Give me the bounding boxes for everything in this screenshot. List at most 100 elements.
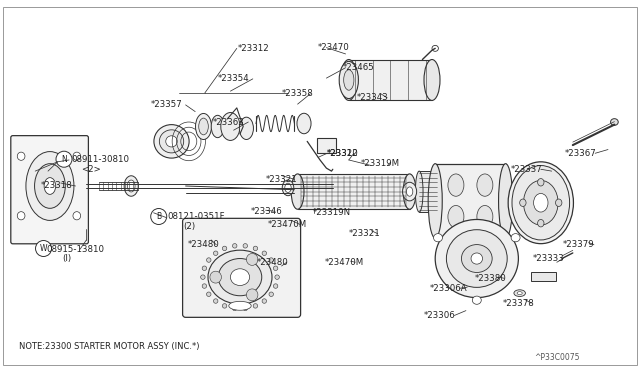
Ellipse shape	[520, 199, 526, 206]
Ellipse shape	[448, 174, 464, 196]
Ellipse shape	[273, 284, 278, 288]
Text: 08911-30810: 08911-30810	[72, 155, 130, 164]
Text: *23363: *23363	[212, 118, 244, 126]
Ellipse shape	[246, 289, 258, 301]
Text: *23321: *23321	[349, 229, 381, 238]
Ellipse shape	[403, 182, 417, 201]
Circle shape	[36, 240, 52, 257]
Ellipse shape	[269, 292, 273, 296]
Text: *23310: *23310	[326, 149, 358, 158]
Text: *23379: *23379	[563, 240, 595, 249]
Ellipse shape	[199, 118, 209, 135]
Ellipse shape	[166, 136, 177, 147]
Ellipse shape	[340, 60, 357, 100]
Ellipse shape	[403, 174, 416, 209]
Ellipse shape	[611, 119, 618, 125]
Ellipse shape	[44, 177, 56, 195]
Ellipse shape	[196, 113, 212, 140]
Ellipse shape	[534, 193, 548, 212]
Text: N: N	[61, 155, 67, 164]
Ellipse shape	[517, 292, 522, 295]
Text: *23306: *23306	[424, 311, 456, 320]
Text: *23337: *23337	[511, 165, 543, 174]
Ellipse shape	[201, 275, 205, 279]
Ellipse shape	[282, 180, 294, 196]
Text: 08915-13810: 08915-13810	[46, 245, 104, 254]
Ellipse shape	[35, 164, 65, 208]
Ellipse shape	[433, 234, 442, 242]
FancyBboxPatch shape	[182, 218, 301, 317]
Ellipse shape	[435, 219, 518, 298]
Ellipse shape	[222, 246, 227, 251]
Bar	[419, 171, 437, 212]
Text: (2): (2)	[183, 222, 195, 231]
Ellipse shape	[511, 234, 520, 242]
Ellipse shape	[243, 306, 248, 311]
Ellipse shape	[524, 180, 558, 225]
Text: *23378: *23378	[502, 299, 534, 308]
Ellipse shape	[538, 219, 544, 227]
Text: *23312: *23312	[238, 44, 270, 53]
Ellipse shape	[339, 61, 358, 99]
Text: (I): (I)	[63, 254, 72, 263]
Circle shape	[151, 208, 167, 225]
Ellipse shape	[246, 253, 258, 265]
Text: <2>: <2>	[81, 165, 101, 174]
Ellipse shape	[433, 171, 441, 212]
Ellipse shape	[262, 299, 266, 303]
Ellipse shape	[239, 117, 253, 140]
Ellipse shape	[253, 246, 258, 251]
Ellipse shape	[73, 152, 81, 160]
Ellipse shape	[222, 304, 227, 308]
Text: *23318: *23318	[40, 181, 72, 190]
Text: *23470M: *23470M	[268, 220, 307, 229]
Ellipse shape	[538, 179, 544, 186]
Ellipse shape	[207, 292, 211, 296]
Ellipse shape	[424, 60, 440, 100]
Ellipse shape	[207, 258, 211, 262]
Ellipse shape	[472, 296, 481, 304]
Ellipse shape	[508, 162, 573, 244]
Ellipse shape	[514, 290, 525, 296]
Ellipse shape	[415, 171, 423, 212]
Ellipse shape	[446, 230, 507, 287]
Text: *23367: *23367	[564, 149, 596, 158]
Ellipse shape	[214, 299, 218, 303]
Ellipse shape	[127, 180, 135, 192]
Ellipse shape	[477, 205, 493, 228]
Ellipse shape	[285, 183, 291, 193]
Ellipse shape	[471, 253, 483, 264]
Text: 08121-0351F: 08121-0351F	[168, 212, 225, 221]
Text: *23321: *23321	[266, 175, 298, 184]
Ellipse shape	[202, 266, 207, 270]
Ellipse shape	[232, 306, 237, 311]
FancyBboxPatch shape	[11, 136, 88, 244]
Text: *23319M: *23319M	[360, 159, 399, 168]
Ellipse shape	[275, 275, 279, 279]
Ellipse shape	[477, 174, 493, 196]
Ellipse shape	[73, 212, 81, 220]
Text: B: B	[156, 212, 161, 221]
Ellipse shape	[17, 212, 25, 220]
Ellipse shape	[556, 199, 562, 206]
Text: *23465: *23465	[342, 63, 374, 72]
Bar	[317, 138, 336, 153]
Ellipse shape	[297, 113, 311, 134]
Text: *23343: *23343	[357, 93, 389, 102]
Ellipse shape	[344, 70, 354, 90]
Text: *23322: *23322	[326, 149, 358, 158]
Ellipse shape	[154, 125, 189, 158]
Ellipse shape	[269, 258, 273, 262]
Text: W: W	[40, 244, 47, 253]
Text: *23470: *23470	[318, 43, 350, 52]
Ellipse shape	[229, 301, 252, 310]
Text: *23470M: *23470M	[325, 258, 364, 267]
Text: *23354: *23354	[218, 74, 250, 83]
Ellipse shape	[406, 187, 413, 196]
Bar	[349, 60, 432, 100]
Ellipse shape	[232, 244, 237, 248]
Ellipse shape	[221, 112, 240, 140]
Ellipse shape	[214, 251, 218, 256]
Ellipse shape	[159, 130, 184, 153]
Bar	[298, 174, 410, 209]
